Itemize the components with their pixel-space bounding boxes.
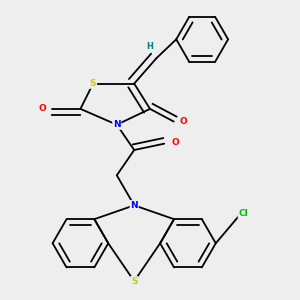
Text: N: N [113,120,121,129]
Text: H: H [146,42,153,51]
Text: N: N [130,201,138,210]
Text: O: O [171,138,179,147]
Text: O: O [179,117,187,126]
Text: Cl: Cl [238,209,248,218]
Text: O: O [39,104,46,113]
Text: S: S [131,277,137,286]
Text: S: S [90,79,96,88]
